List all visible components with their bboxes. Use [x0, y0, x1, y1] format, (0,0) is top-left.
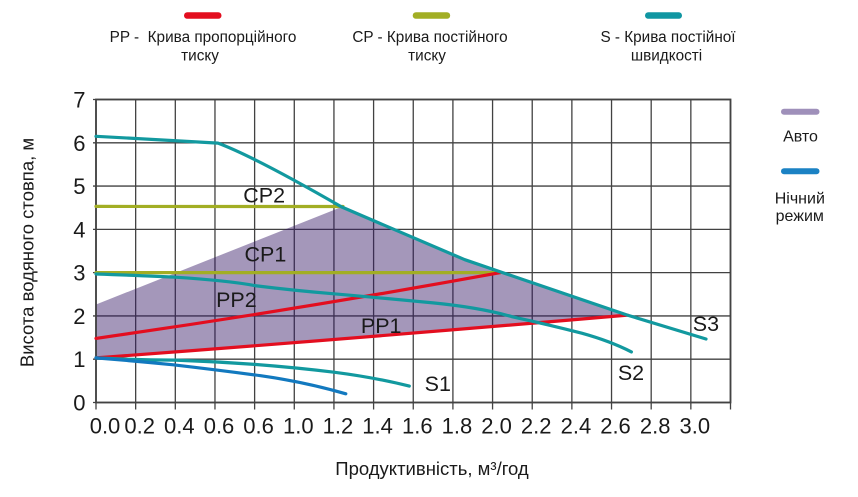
svg-text:2.0: 2.0 [481, 413, 512, 438]
svg-text:S2: S2 [618, 361, 644, 385]
svg-text:4: 4 [73, 217, 85, 242]
svg-text:CP1: CP1 [244, 242, 286, 266]
svg-text:CP - Крива постійного: CP - Крива постійного [352, 29, 507, 46]
svg-text:0.2: 0.2 [124, 413, 155, 438]
svg-text:Висота водяного стовпа, м: Висота водяного стовпа, м [17, 138, 38, 367]
svg-text:тиску: тиску [408, 48, 446, 65]
svg-text:1.0: 1.0 [283, 413, 314, 438]
svg-text:1.4: 1.4 [362, 413, 393, 438]
svg-text:0.6: 0.6 [204, 413, 235, 438]
svg-text:2.6: 2.6 [600, 413, 631, 438]
svg-text:1.2: 1.2 [323, 413, 354, 438]
svg-text:режим: режим [776, 208, 824, 225]
svg-text:S - Крива постійної: S - Крива постійної [600, 29, 736, 46]
svg-text:тиску: тиску [181, 48, 219, 65]
svg-text:S3: S3 [693, 312, 719, 336]
svg-text:0.0: 0.0 [90, 413, 121, 438]
svg-text:6: 6 [73, 131, 85, 156]
svg-text:Продуктивність, м³/год: Продуктивність, м³/год [335, 458, 529, 479]
svg-text:2.8: 2.8 [640, 413, 671, 438]
svg-text:1.8: 1.8 [442, 413, 473, 438]
svg-text:швидкості: швидкості [631, 48, 702, 65]
svg-text:PP2: PP2 [216, 288, 257, 312]
svg-text:7: 7 [73, 88, 85, 113]
svg-text:0: 0 [73, 391, 85, 416]
svg-text:0.4: 0.4 [164, 413, 195, 438]
svg-text:CP2: CP2 [243, 183, 285, 207]
svg-text:1: 1 [73, 347, 85, 372]
svg-text:3.0: 3.0 [680, 413, 711, 438]
svg-text:1.6: 1.6 [402, 413, 433, 438]
svg-text:PP1: PP1 [361, 314, 402, 338]
svg-text:PP - Крива пропорційного: PP - Крива пропорційного [110, 29, 297, 46]
svg-text:0.6: 0.6 [243, 413, 274, 438]
svg-text:Авто: Авто [783, 129, 818, 146]
svg-text:S1: S1 [425, 372, 451, 396]
svg-text:5: 5 [73, 174, 85, 199]
svg-text:2.4: 2.4 [561, 413, 592, 438]
svg-text:2: 2 [73, 304, 85, 329]
svg-text:2.2: 2.2 [521, 413, 552, 438]
svg-text:Нічний: Нічний [775, 191, 825, 208]
svg-text:3: 3 [73, 261, 85, 286]
